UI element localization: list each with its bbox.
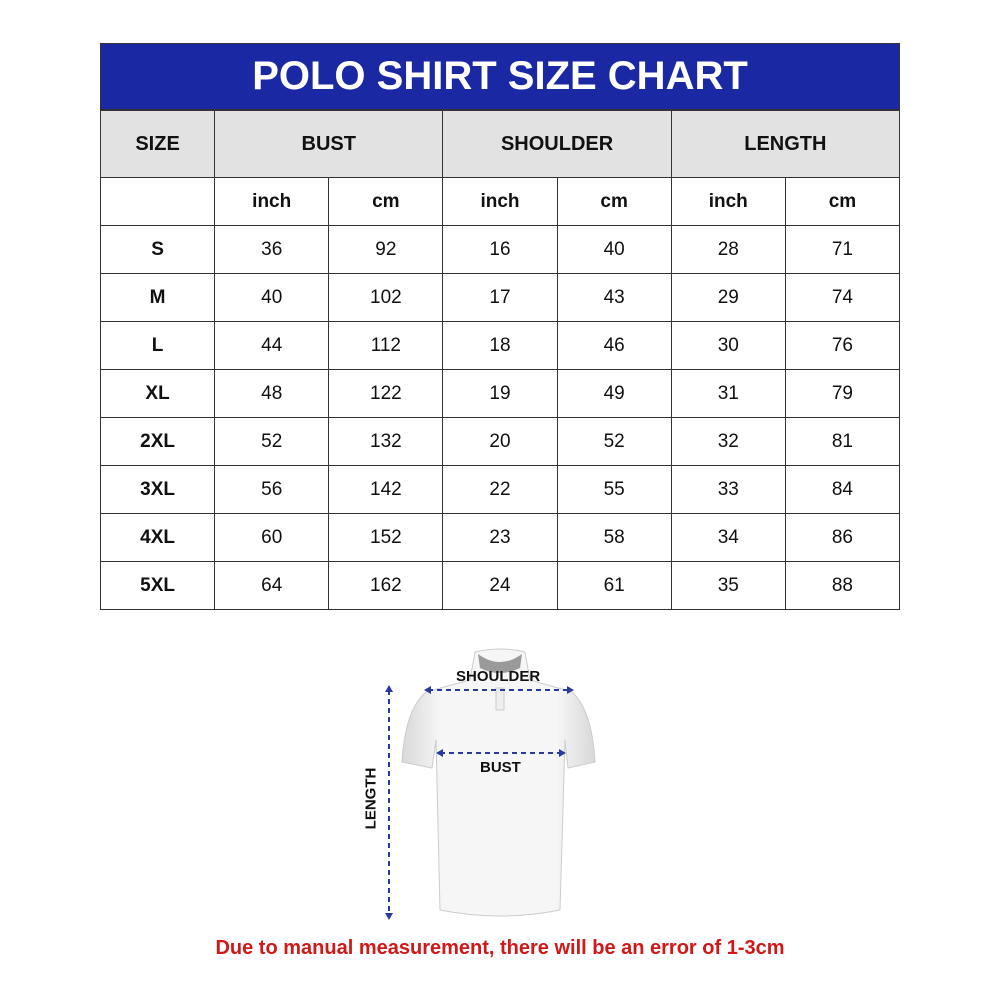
value-cell: 43 <box>556 273 672 322</box>
value-cell: 74 <box>784 273 901 322</box>
value-cell: 32 <box>670 417 786 466</box>
value-cell: 44 <box>214 321 330 370</box>
length-label: LENGTH <box>362 767 380 830</box>
header-length: LENGTH <box>670 110 901 178</box>
value-cell: 152 <box>328 513 444 562</box>
value-cell: 64 <box>214 561 330 610</box>
value-cell: 49 <box>556 369 672 418</box>
value-cell: 40 <box>556 225 672 274</box>
value-cell: 81 <box>784 417 901 466</box>
value-cell: 17 <box>442 273 558 322</box>
unit-cell: inch <box>214 177 330 226</box>
value-cell: 31 <box>670 369 786 418</box>
polo-shirt-illustration <box>385 648 596 920</box>
value-cell: 55 <box>556 465 672 514</box>
size-table: SIZE BUST SHOULDER LENGTH inch cm inch c… <box>99 110 901 610</box>
chart-title: POLO SHIRT SIZE CHART <box>100 43 900 110</box>
value-cell: 71 <box>784 225 901 274</box>
value-cell: 52 <box>556 417 672 466</box>
table-row: S 36 92 16 40 28 71 <box>99 225 901 274</box>
value-cell: 33 <box>670 465 786 514</box>
size-cell: 4XL <box>99 513 216 562</box>
units-row: inch cm inch cm inch cm <box>99 177 901 226</box>
value-cell: 132 <box>328 417 444 466</box>
value-cell: 40 <box>214 273 330 322</box>
table-row: 4XL 60 152 23 58 34 86 <box>99 513 901 562</box>
size-cell: 5XL <box>99 561 216 610</box>
header-size: SIZE <box>99 110 216 178</box>
value-cell: 19 <box>442 369 558 418</box>
value-cell: 16 <box>442 225 558 274</box>
table-row: 5XL 64 162 24 61 35 88 <box>99 561 901 610</box>
shirt-diagram: SHOULDER BUST LENGTH <box>360 640 610 930</box>
value-cell: 29 <box>670 273 786 322</box>
value-cell: 36 <box>214 225 330 274</box>
bust-label: BUST <box>480 759 521 776</box>
value-cell: 28 <box>670 225 786 274</box>
value-cell: 24 <box>442 561 558 610</box>
value-cell: 34 <box>670 513 786 562</box>
value-cell: 30 <box>670 321 786 370</box>
table-row: 3XL 56 142 22 55 33 84 <box>99 465 901 514</box>
table-row: XL 48 122 19 49 31 79 <box>99 369 901 418</box>
measurement-note: Due to manual measurement, there will be… <box>215 937 785 959</box>
value-cell: 23 <box>442 513 558 562</box>
unit-cell: inch <box>442 177 558 226</box>
value-cell: 88 <box>784 561 901 610</box>
size-cell: 3XL <box>99 465 216 514</box>
size-cell: S <box>99 225 216 274</box>
unit-cell: cm <box>328 177 444 226</box>
value-cell: 76 <box>784 321 901 370</box>
size-cell: XL <box>99 369 216 418</box>
value-cell: 52 <box>214 417 330 466</box>
value-cell: 102 <box>328 273 444 322</box>
table-row: 2XL 52 132 20 52 32 81 <box>99 417 901 466</box>
value-cell: 46 <box>556 321 672 370</box>
value-cell: 20 <box>442 417 558 466</box>
value-cell: 92 <box>328 225 444 274</box>
value-cell: 122 <box>328 369 444 418</box>
value-cell: 142 <box>328 465 444 514</box>
value-cell: 112 <box>328 321 444 370</box>
header-shoulder: SHOULDER <box>442 110 672 178</box>
shoulder-label: SHOULDER <box>456 668 541 685</box>
header-bust: BUST <box>214 110 444 178</box>
value-cell: 86 <box>784 513 901 562</box>
value-cell: 35 <box>670 561 786 610</box>
value-cell: 79 <box>784 369 901 418</box>
size-cell: M <box>99 273 216 322</box>
value-cell: 22 <box>442 465 558 514</box>
value-cell: 84 <box>784 465 901 514</box>
value-cell: 18 <box>442 321 558 370</box>
unit-cell: cm <box>784 177 901 226</box>
value-cell: 48 <box>214 369 330 418</box>
value-cell: 58 <box>556 513 672 562</box>
size-cell: 2XL <box>99 417 216 466</box>
table-row: M 40 102 17 43 29 74 <box>99 273 901 322</box>
value-cell: 162 <box>328 561 444 610</box>
unit-empty <box>99 177 216 226</box>
value-cell: 61 <box>556 561 672 610</box>
value-cell: 56 <box>214 465 330 514</box>
table-row: L 44 112 18 46 30 76 <box>99 321 901 370</box>
size-cell: L <box>99 321 216 370</box>
unit-cell: inch <box>670 177 786 226</box>
value-cell: 60 <box>214 513 330 562</box>
unit-cell: cm <box>556 177 672 226</box>
